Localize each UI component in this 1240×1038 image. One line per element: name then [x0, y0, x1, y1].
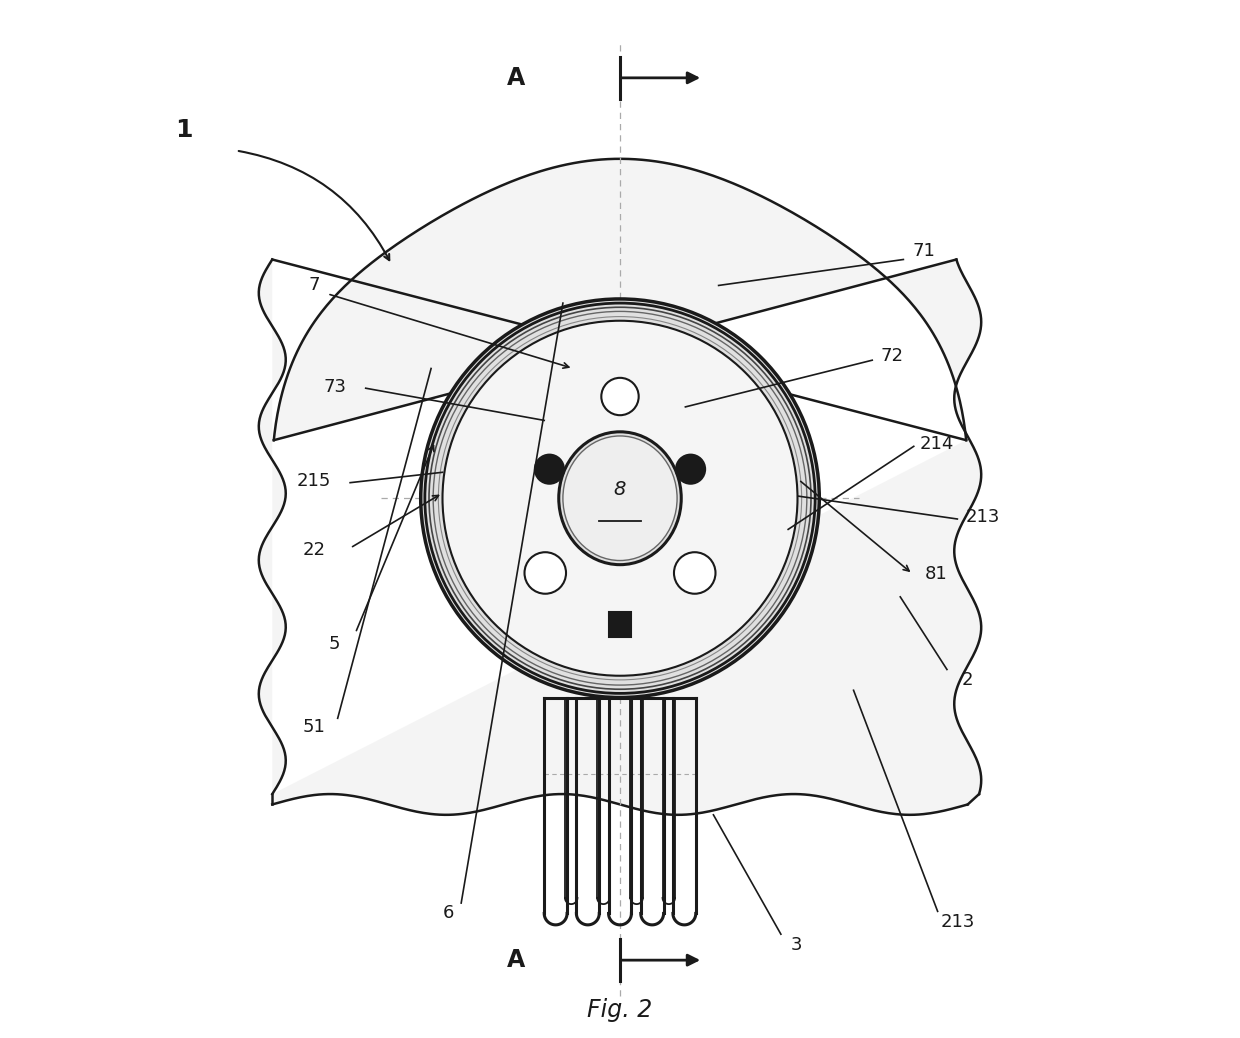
Circle shape: [420, 299, 820, 698]
Text: 22: 22: [303, 541, 325, 559]
Text: 213: 213: [966, 508, 1001, 526]
Circle shape: [601, 378, 639, 415]
Text: 1: 1: [175, 117, 192, 142]
Text: 2: 2: [962, 671, 973, 689]
Text: 214: 214: [919, 435, 954, 454]
Text: 213: 213: [940, 912, 975, 931]
Text: 51: 51: [303, 717, 325, 736]
Text: 215: 215: [296, 471, 331, 490]
Text: A: A: [507, 948, 526, 973]
Polygon shape: [259, 159, 981, 815]
Text: 71: 71: [913, 242, 935, 261]
Text: 72: 72: [880, 347, 904, 365]
Bar: [609, 612, 631, 637]
Text: 81: 81: [925, 565, 947, 583]
Text: A: A: [507, 65, 526, 90]
Ellipse shape: [563, 436, 677, 561]
Circle shape: [675, 552, 715, 594]
Text: 73: 73: [324, 378, 346, 397]
Ellipse shape: [559, 432, 681, 565]
Text: 3: 3: [791, 935, 802, 954]
Circle shape: [525, 552, 565, 594]
Circle shape: [676, 455, 706, 484]
Circle shape: [443, 321, 797, 676]
Text: 6: 6: [443, 904, 454, 923]
Text: 8: 8: [614, 481, 626, 499]
Text: Fig. 2: Fig. 2: [588, 998, 652, 1022]
Circle shape: [534, 455, 564, 484]
Text: 5: 5: [329, 634, 340, 653]
Text: 7: 7: [308, 276, 320, 295]
